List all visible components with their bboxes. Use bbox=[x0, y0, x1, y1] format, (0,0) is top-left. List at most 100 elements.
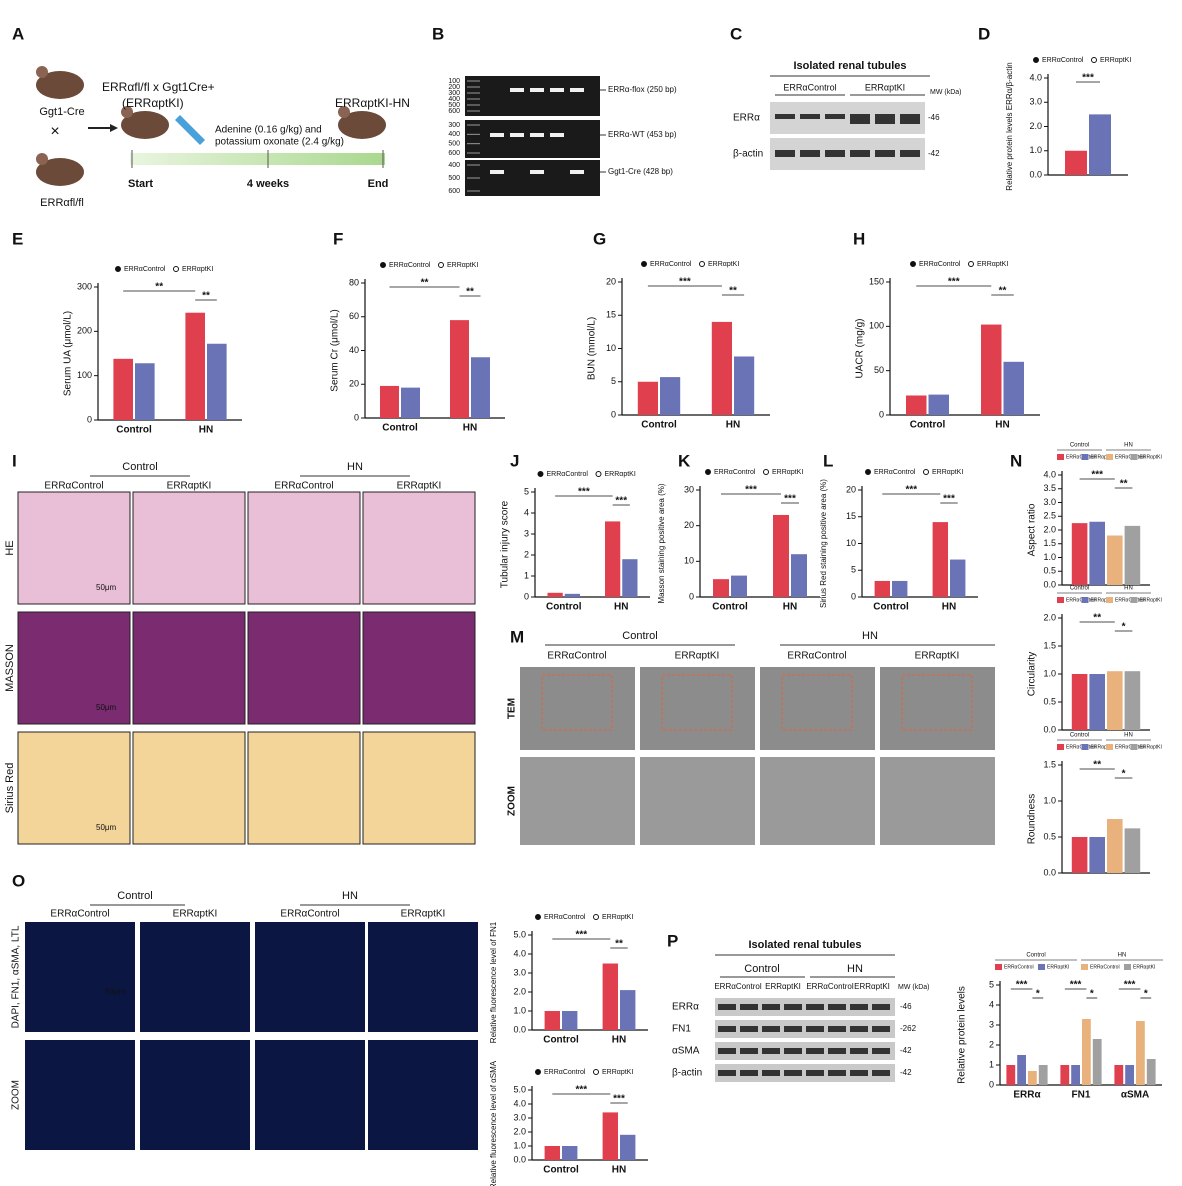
image bbox=[363, 612, 475, 724]
x-tick-label: HN bbox=[783, 602, 797, 613]
y-tick-label: 2 bbox=[524, 549, 529, 559]
image-border bbox=[132, 611, 246, 725]
label: 300 bbox=[448, 122, 460, 129]
bar bbox=[622, 559, 638, 597]
label: Start bbox=[128, 178, 153, 190]
bar bbox=[1107, 535, 1123, 585]
y-tick-label: 100 bbox=[77, 370, 92, 380]
legend-label: ERRαptKI bbox=[708, 261, 739, 268]
label: ERRαControl bbox=[783, 82, 836, 92]
y-tick-label: 4 bbox=[989, 999, 994, 1009]
legend-swatch bbox=[705, 469, 711, 475]
bar bbox=[1136, 1021, 1145, 1085]
legend-label: ERRαControl bbox=[544, 1069, 586, 1076]
bar bbox=[731, 575, 747, 597]
x-tick-label: Control bbox=[546, 602, 582, 613]
y-axis-label: Sirius Red staining positive area (%) bbox=[819, 479, 828, 608]
significance: *** bbox=[784, 494, 796, 505]
label: Control bbox=[622, 630, 657, 642]
syringe-icon bbox=[175, 115, 205, 145]
legend-label: ERRαptKI bbox=[602, 914, 633, 921]
image-border bbox=[132, 731, 246, 845]
label: 600 bbox=[448, 108, 460, 115]
y-tick-label: 200 bbox=[77, 326, 92, 336]
blot-band bbox=[718, 1004, 736, 1010]
label: TEM bbox=[507, 698, 518, 719]
label: 500 bbox=[448, 141, 460, 148]
gel-band bbox=[550, 133, 564, 137]
image bbox=[255, 922, 365, 1032]
image bbox=[18, 492, 130, 604]
bar bbox=[564, 593, 580, 597]
y-axis-label: Tubular injury score bbox=[500, 500, 511, 588]
blot-band bbox=[828, 1048, 846, 1054]
label: Isolated renal tubules bbox=[793, 60, 906, 72]
y-tick-label: 2.0 bbox=[1043, 524, 1056, 534]
legend-group: HN bbox=[1124, 733, 1133, 739]
x-tick-label: Control bbox=[543, 1165, 579, 1176]
significance: ** bbox=[729, 286, 737, 297]
legend-label: ERRαptKI bbox=[602, 1069, 633, 1076]
panel-letter: I bbox=[12, 451, 17, 470]
label: Ggt1-Cre (428 bp) bbox=[608, 167, 673, 176]
panel-letter: G bbox=[593, 229, 606, 248]
legend-swatch bbox=[995, 964, 1002, 970]
significance: ** bbox=[1093, 613, 1101, 624]
legend-group: HN bbox=[1124, 443, 1133, 449]
y-tick-label: 3.0 bbox=[1043, 497, 1056, 507]
panel-letter: C bbox=[730, 24, 742, 43]
y-tick-label: 0.5 bbox=[1043, 831, 1056, 841]
image bbox=[25, 922, 135, 1032]
image-border bbox=[132, 491, 246, 605]
legend-swatch bbox=[1033, 57, 1039, 63]
label: ERRαControl bbox=[806, 982, 854, 991]
label: Control bbox=[122, 461, 157, 473]
bar bbox=[1107, 819, 1123, 873]
legend-swatch bbox=[968, 261, 974, 267]
y-tick-label: 15 bbox=[846, 511, 856, 521]
legend-label: ERRαptKI bbox=[1133, 964, 1155, 970]
y-tick-label: 150 bbox=[869, 276, 884, 286]
legend-swatch bbox=[537, 471, 544, 477]
significance: *** bbox=[1070, 980, 1082, 991]
blot-band bbox=[900, 114, 920, 124]
legend-swatch bbox=[535, 914, 541, 920]
blot-band bbox=[718, 1048, 736, 1054]
label: ERRα bbox=[733, 113, 760, 124]
blot-band bbox=[850, 1070, 868, 1076]
blot-band bbox=[806, 1070, 824, 1076]
label: ERRαptKI-HN bbox=[335, 96, 410, 110]
label: Ggt1-Cre bbox=[39, 106, 84, 118]
bar bbox=[1028, 1071, 1037, 1085]
label: HN bbox=[347, 461, 363, 473]
bar bbox=[1065, 150, 1087, 175]
y-tick-label: 1.5 bbox=[1043, 640, 1056, 650]
y-tick-label: 3.0 bbox=[1029, 97, 1042, 107]
image-border bbox=[17, 611, 131, 725]
significance: * bbox=[1090, 989, 1094, 1000]
significance: *** bbox=[948, 277, 960, 288]
bar bbox=[637, 381, 658, 415]
legend-swatch bbox=[865, 469, 871, 475]
blot-band bbox=[828, 1070, 846, 1076]
legend-group: Control bbox=[1070, 586, 1089, 592]
label: Control bbox=[744, 963, 779, 975]
image-border bbox=[362, 731, 476, 845]
label: Control bbox=[117, 890, 152, 902]
x-tick-label: Control bbox=[910, 420, 946, 431]
legend-label: ERRαptKI bbox=[1100, 57, 1131, 64]
legend-label: ERRαControl bbox=[1042, 57, 1084, 64]
bar bbox=[1006, 1065, 1016, 1085]
bar bbox=[1071, 1065, 1080, 1085]
image bbox=[760, 667, 875, 750]
legend-label: ERRαptKI bbox=[1091, 744, 1113, 750]
legend-label: ERRαptKI bbox=[1140, 744, 1162, 750]
blot-band bbox=[825, 114, 845, 119]
label: -42 bbox=[928, 149, 940, 158]
label: 50μm bbox=[96, 703, 117, 712]
legend-swatch bbox=[380, 262, 386, 268]
label: ERRαptKI bbox=[173, 909, 218, 920]
legend-swatch bbox=[1081, 597, 1089, 603]
legend-label: ERRαControl bbox=[544, 914, 586, 921]
gel-band bbox=[490, 170, 504, 174]
